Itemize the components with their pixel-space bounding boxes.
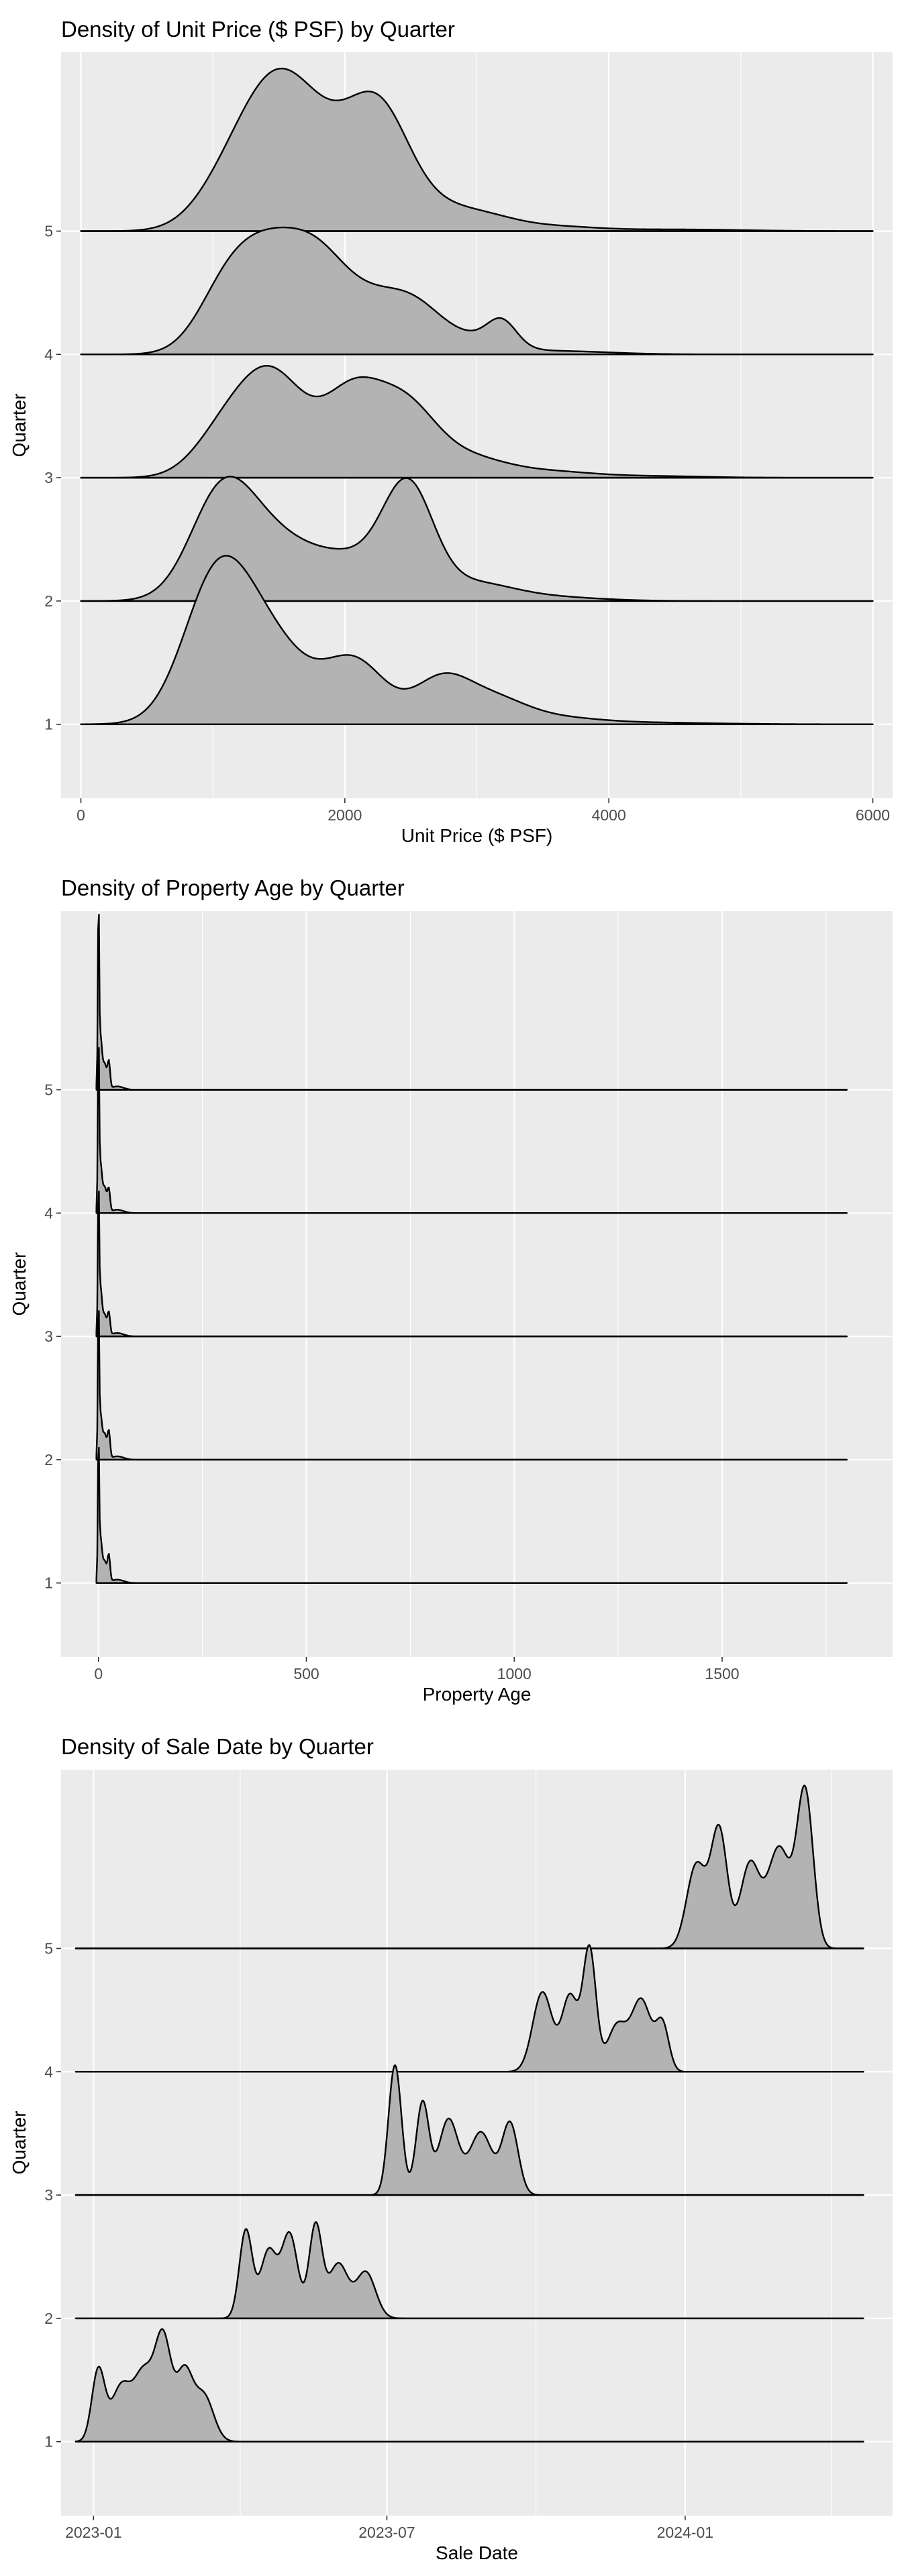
y-tick-label: 4 <box>44 2063 53 2080</box>
x-tick-label: 6000 <box>856 806 890 824</box>
y-axis-label: Quarter <box>9 2111 30 2175</box>
x-axis-label: Sale Date <box>436 2542 518 2563</box>
x-tick-label: 500 <box>293 1665 319 1682</box>
plot-panel <box>61 911 893 1657</box>
y-tick-label: 5 <box>44 1940 53 1957</box>
x-tick-label: 1500 <box>705 1665 739 1682</box>
y-tick-label: 3 <box>44 2186 53 2204</box>
chart-title: Density of Property Age by Quarter <box>61 875 405 900</box>
x-tick-label: 4000 <box>592 806 626 824</box>
x-tick-label: 2023-07 <box>358 2524 415 2541</box>
y-tick-label: 5 <box>44 1081 53 1099</box>
chart-title: Density of Sale Date by Quarter <box>61 1734 374 1759</box>
unit-price-ridgeline-chart: Density of Unit Price ($ PSF) by Quarter… <box>9 17 893 846</box>
y-tick-label: 2 <box>44 2310 53 2327</box>
y-tick-label: 1 <box>44 716 53 733</box>
y-tick-label: 4 <box>44 1204 53 1222</box>
y-axis-label: Quarter <box>9 1252 30 1316</box>
chart-title: Density of Unit Price ($ PSF) by Quarter <box>61 17 455 42</box>
x-axis-label: Unit Price ($ PSF) <box>401 825 553 846</box>
x-tick-label: 2000 <box>328 806 362 824</box>
x-tick-label: 1000 <box>497 1665 532 1682</box>
y-tick-label: 1 <box>44 2433 53 2451</box>
sale-date-ridgeline-chart: Density of Sale Date by Quarter 2023-01 20… <box>9 1734 893 2563</box>
y-tick-label: 1 <box>44 1574 53 1592</box>
x-tick-label: 2024-01 <box>657 2524 713 2541</box>
x-tick-label: 2023-01 <box>65 2524 121 2541</box>
x-tick-label: 0 <box>77 806 85 824</box>
y-tick-label: 3 <box>44 1328 53 1345</box>
y-tick-label: 3 <box>44 469 53 486</box>
y-tick-label: 2 <box>44 592 53 610</box>
y-axis-label: Quarter <box>9 394 30 458</box>
x-axis-label: Property Age <box>423 1684 532 1705</box>
property-age-ridgeline-chart: Density of Property Age by Quarter 0 500 10… <box>9 875 893 1705</box>
y-tick-label: 2 <box>44 1451 53 1468</box>
y-tick-label: 4 <box>44 345 53 363</box>
y-tick-label: 5 <box>44 223 53 240</box>
x-tick-label: 0 <box>94 1665 103 1682</box>
density-ridge-quarter-5 <box>80 67 874 232</box>
